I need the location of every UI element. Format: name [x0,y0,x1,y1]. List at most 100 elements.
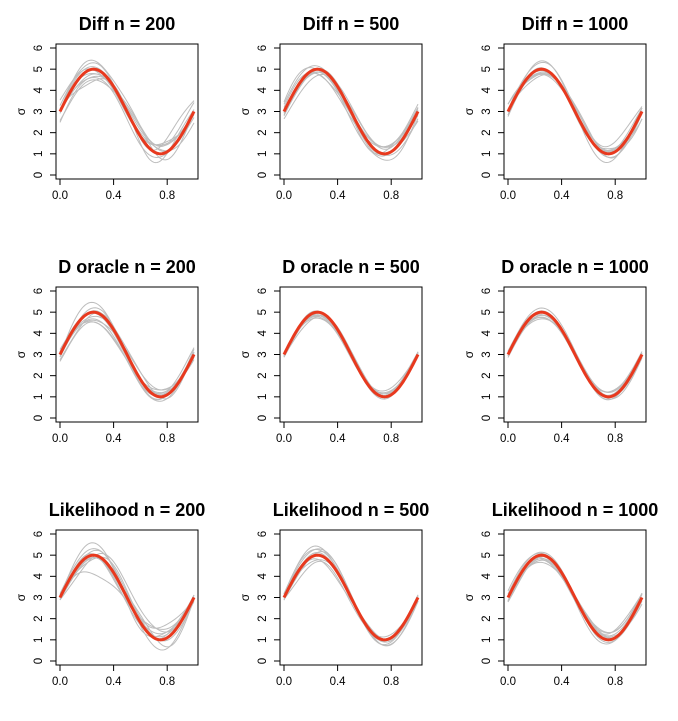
panel-title: Diff n = 200 [79,14,176,34]
y-tick-label: 1 [257,151,269,157]
panel-7: Likelihood n = 200 0.0 0.4 0.8 0 1 2 3 4 5 6 σ [14,500,205,688]
x-tick-label: 0.0 [276,190,292,202]
y-tick-label: 3 [33,351,45,357]
y-tick-label: 0 [257,658,269,664]
panel-3: Diff n = 1000 0.0 0.4 0.8 0 1 2 3 4 5 6 σ [462,14,647,202]
y-tick-label: 6 [33,531,45,537]
y-axis-label: σ [462,107,476,115]
panel-8: Likelihood n = 500 0.0 0.4 0.8 0 1 2 3 4 5 6 σ [238,500,429,688]
x-tick-label: 0.8 [383,190,399,202]
y-tick-label: 4 [481,573,493,580]
y-axis-label: σ [238,593,252,601]
y-axis-label: σ [14,593,28,601]
x-tick-label: 0.8 [159,676,175,688]
x-tick-label: 0.4 [106,190,123,202]
x-tick-label: 0.4 [554,190,571,202]
x-tick-label: 0.8 [383,433,399,445]
x-tick-label: 0.0 [52,676,68,688]
y-tick-label: 2 [481,615,493,621]
y-tick-label: 1 [481,637,493,643]
y-axis-label: σ [462,593,476,601]
estimate-curve [59,66,195,147]
x-tick-label: 0.8 [383,676,399,688]
y-tick-label: 0 [481,658,493,664]
true-sigma-curve [282,67,420,156]
estimate-curve [59,321,195,395]
y-tick-label: 3 [33,594,45,600]
y-tick-label: 5 [257,66,269,72]
y-tick-label: 3 [33,108,45,114]
panel-4: D oracle n = 200 0.0 0.4 0.8 0 1 2 3 4 5 6 σ [14,257,199,445]
y-tick-label: 6 [481,531,493,537]
y-tick-label: 2 [481,372,493,378]
y-tick-label: 4 [257,330,269,337]
y-tick-label: 1 [33,394,45,400]
y-tick-label: 0 [257,172,269,178]
x-tick-label: 0.4 [106,676,123,688]
y-axis-label: σ [14,107,28,115]
y-tick-label: 4 [33,330,45,337]
true-sigma-curve [58,310,196,399]
estimate-curve [59,73,195,146]
x-tick-label: 0.8 [607,433,623,445]
y-tick-label: 3 [481,351,493,357]
y-tick-label: 6 [257,531,269,537]
y-tick-label: 4 [257,573,269,580]
x-tick-label: 0.0 [52,190,68,202]
y-axis-label: σ [14,350,28,358]
true-sigma-curve [58,553,196,642]
panel-title: Diff n = 500 [303,14,400,34]
y-tick-label: 3 [257,351,269,357]
true-sigma-curve [506,310,644,399]
y-tick-label: 6 [257,45,269,51]
x-tick-label: 0.0 [500,433,516,445]
panel-title: D oracle n = 1000 [501,257,649,277]
x-tick-label: 0.0 [276,433,292,445]
y-tick-label: 4 [33,573,45,580]
y-tick-label: 2 [33,129,45,135]
estimate-curve [59,59,195,161]
y-tick-label: 4 [257,87,269,94]
y-tick-label: 5 [33,552,45,558]
y-tick-label: 3 [257,108,269,114]
x-tick-label: 0.4 [554,433,571,445]
panel-6: D oracle n = 1000 0.0 0.4 0.8 0 1 2 3 4 5 6 σ [462,257,649,445]
y-tick-label: 2 [257,372,269,378]
panel-title: Likelihood n = 1000 [492,500,659,520]
panel-9: Likelihood n = 1000 0.0 0.4 0.8 0 1 2 3 4 5 6 σ [462,500,658,688]
y-tick-label: 0 [33,658,45,664]
panel-title: D oracle n = 200 [58,257,196,277]
y-tick-label: 1 [33,151,45,157]
y-tick-label: 6 [257,288,269,294]
y-axis-label: σ [238,107,252,115]
y-tick-label: 5 [481,552,493,558]
y-tick-label: 2 [481,129,493,135]
true-sigma-curve [506,67,644,156]
y-tick-label: 1 [257,637,269,643]
x-tick-label: 0.4 [330,433,347,445]
x-tick-label: 0.4 [106,433,123,445]
y-tick-label: 5 [481,66,493,72]
y-tick-label: 4 [33,87,45,94]
y-tick-label: 6 [33,45,45,51]
y-tick-label: 0 [481,415,493,421]
y-tick-label: 1 [33,637,45,643]
panel-1: Diff n = 200 0.0 0.4 0.8 0 1 2 3 4 5 6 σ [14,14,199,202]
estimate-curve [59,548,195,642]
y-tick-label: 5 [257,552,269,558]
x-tick-label: 0.4 [554,676,571,688]
y-tick-label: 5 [481,309,493,315]
true-sigma-curve [506,553,644,642]
y-tick-label: 0 [33,415,45,421]
x-tick-label: 0.4 [330,190,347,202]
x-tick-label: 0.0 [500,190,516,202]
panel-title: Likelihood n = 200 [49,500,206,520]
y-tick-label: 2 [33,615,45,621]
y-tick-label: 2 [257,129,269,135]
y-tick-label: 0 [257,415,269,421]
panel-title: Diff n = 1000 [522,14,629,34]
y-tick-label: 4 [481,330,493,337]
y-tick-label: 1 [481,394,493,400]
panel-title: D oracle n = 500 [282,257,420,277]
